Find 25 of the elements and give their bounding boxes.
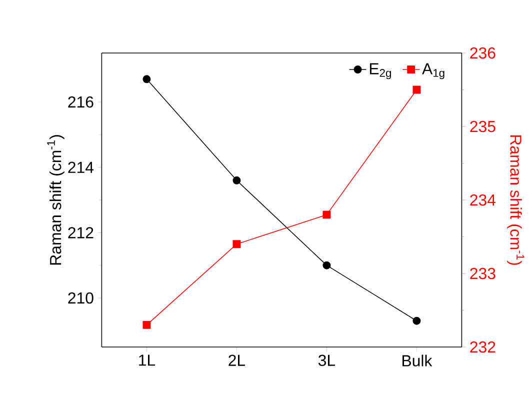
x-tick-label: 2L <box>228 354 246 366</box>
point <box>232 240 241 248</box>
y-tick-label: 210 <box>68 292 94 304</box>
y-axis-title: Raman shift (cm$^{-1}$) <box>47 135 64 265</box>
x-tick-label: 3L <box>318 354 336 366</box>
legend-label: A$_{1g}$ <box>422 63 444 80</box>
point <box>412 86 421 94</box>
y2-tick-label: 232 <box>470 341 496 353</box>
y2-tick-label: 236 <box>470 47 496 59</box>
point <box>322 261 331 270</box>
point <box>412 316 421 325</box>
legend-label: E$_{2g}$ <box>370 63 391 80</box>
y-tick-label: 212 <box>68 227 94 238</box>
point <box>142 320 151 329</box>
y2-tick-label: 233 <box>470 268 496 280</box>
y2-tick-label: 235 <box>470 120 496 132</box>
point <box>232 176 241 184</box>
point <box>142 75 151 84</box>
y2-axis-title: Raman shift (cm$^{-1}$) <box>507 135 524 265</box>
point <box>322 210 331 219</box>
x-tick-label: 1L <box>139 354 156 366</box>
y2-tick-label: 234 <box>470 194 496 206</box>
y-tick-label: 216 <box>68 96 94 108</box>
y-tick-label: 214 <box>68 162 94 173</box>
x-tick-label: Bulk <box>402 354 432 366</box>
